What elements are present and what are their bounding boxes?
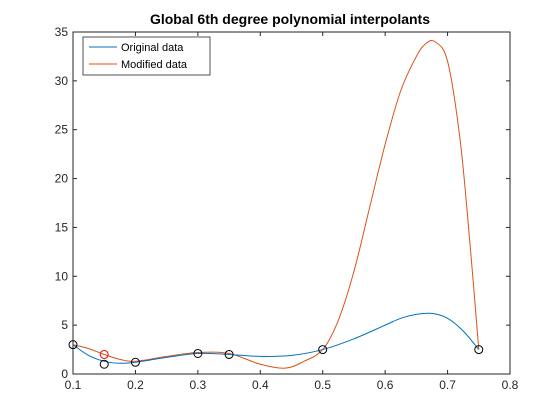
data-markers xyxy=(68,340,484,369)
y-tick-label: 35 xyxy=(55,25,69,39)
y-tick-label: 10 xyxy=(55,269,69,283)
legend-box xyxy=(82,36,211,76)
x-tick-label: 0.2 xyxy=(127,378,144,392)
plot-area: 0 5 10 15 20 25 30 35 0.1 0.2 0.3 0.4 0.5 0.6 0.7 0.8 xyxy=(55,25,519,392)
data-point-marker xyxy=(130,357,140,367)
x-tick-label: 0.5 xyxy=(314,378,331,392)
data-point-marker xyxy=(474,345,484,355)
y-tick-label: 5 xyxy=(61,318,68,332)
x-tick-label: 0.7 xyxy=(439,378,456,392)
data-point-marker xyxy=(193,348,203,358)
x-tick-label: 0.8 xyxy=(502,378,519,392)
series-line-original xyxy=(72,312,480,364)
y-tick-label: 0 xyxy=(61,367,68,381)
data-point-marker xyxy=(68,340,78,350)
series-lines xyxy=(72,39,480,369)
axes-box xyxy=(72,31,511,375)
x-tick-label: 0.1 xyxy=(65,378,82,392)
data-point-marker xyxy=(99,359,109,369)
x-tick-label: 0.6 xyxy=(377,378,394,392)
legend-label-modified: Modified data xyxy=(121,59,188,71)
series-line-modified xyxy=(72,39,480,369)
y-tick-label: 30 xyxy=(55,74,69,88)
legend-label-original: Original data xyxy=(121,42,184,54)
legend: Original data Modified data xyxy=(82,36,211,76)
modified-point-marker xyxy=(99,349,109,359)
x-axis: 0.1 0.2 0.3 0.4 0.5 0.6 0.7 0.8 xyxy=(65,32,519,392)
chart-title: Global 6th degree polynomial interpolant… xyxy=(150,11,430,27)
y-tick-label: 15 xyxy=(55,220,69,234)
data-point-marker xyxy=(318,345,328,355)
data-point-marker xyxy=(224,349,234,359)
x-tick-label: 0.3 xyxy=(190,378,207,392)
x-tick-label: 0.4 xyxy=(252,378,269,392)
y-tick-label: 20 xyxy=(55,172,69,186)
y-axis: 0 5 10 15 20 25 30 35 xyxy=(55,25,510,381)
y-tick-label: 25 xyxy=(55,123,69,137)
